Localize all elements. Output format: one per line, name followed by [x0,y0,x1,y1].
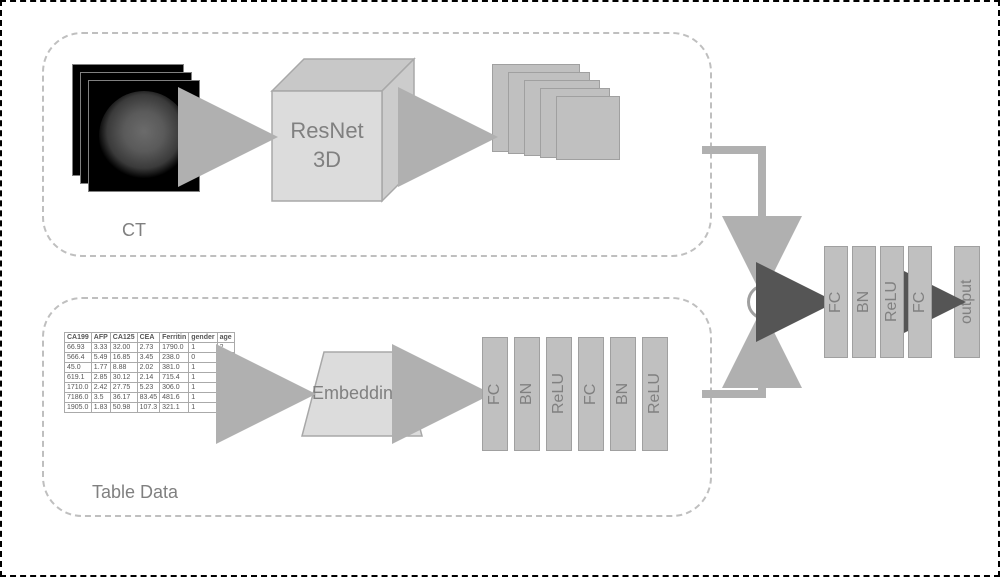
head-layer-fc: FC [908,246,932,358]
head-layer-relu: ReLU [880,246,904,358]
layer-bn: BN [610,337,636,451]
layer-fc: FC [482,337,508,451]
diagram-canvas: CT ResNet3D Table Data CA199AFPCA125CEAF… [0,0,1000,577]
layer-relu: ReLU [642,337,668,451]
layer-relu: ReLU [546,337,572,451]
layer-fc: FC [578,337,604,451]
arrows-svg [2,2,1000,579]
layer-bn: BN [514,337,540,451]
head-layer-bn: BN [852,246,876,358]
head-layer-fc: FC [824,246,848,358]
